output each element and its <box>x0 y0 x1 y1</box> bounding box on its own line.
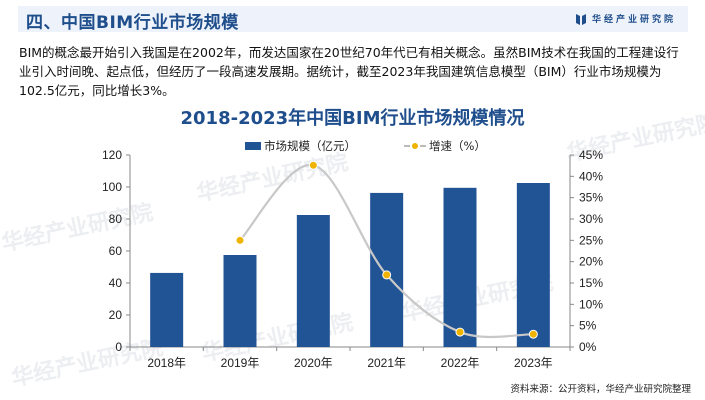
legend-label: 增速（%） <box>429 139 486 153</box>
x-tick-label: 2022年 <box>441 356 480 370</box>
bar <box>223 255 257 347</box>
right-tick-label: 40% <box>579 169 603 183</box>
right-tick-label: 10% <box>579 297 603 311</box>
section-title: 四、中国BIM行业市场规模 <box>26 13 239 33</box>
growth-line <box>239 164 534 339</box>
left-tick-label: 100 <box>102 180 122 194</box>
growth-marker <box>308 160 318 170</box>
left-tick-label: 40 <box>109 276 123 290</box>
right-tick-label: 30% <box>579 212 603 226</box>
growth-marker <box>528 329 538 339</box>
intro-paragraph: BIM的概念最开始引入我国是在2002年，而发达国家在20世纪70年代已有相关概… <box>19 45 679 98</box>
x-tick-label: 2018年 <box>147 356 186 370</box>
brand-logo-icon <box>575 13 586 25</box>
right-tick-label: 45% <box>579 148 603 162</box>
bar <box>370 192 404 347</box>
right-tick-label: 5% <box>579 319 597 333</box>
section-header: 四、中国BIM行业市场规模 华经产业研究院 <box>18 6 688 33</box>
brand-name: 华经产业研究院 <box>591 15 676 25</box>
line-marker-swatch-icon <box>404 141 426 151</box>
left-tick-label: 0 <box>115 340 122 354</box>
right-tick-label: 25% <box>579 233 603 247</box>
bar-swatch-icon <box>245 142 261 150</box>
right-tick-label: 15% <box>579 276 603 290</box>
legend-item-market-size: 市场规模（亿元） <box>245 138 356 154</box>
legend-label: 市场规模（亿元） <box>264 139 356 153</box>
bar <box>443 187 477 347</box>
x-tick-label: 2021年 <box>367 356 406 370</box>
bar <box>516 183 550 347</box>
right-tick-label: 20% <box>579 255 603 269</box>
right-tick-label: 35% <box>579 191 603 205</box>
x-tick-label: 2023年 <box>514 356 553 370</box>
left-tick-label: 20 <box>109 308 123 322</box>
growth-marker <box>382 270 392 280</box>
growth-marker <box>455 327 465 337</box>
brand: 华经产业研究院 <box>575 12 676 25</box>
chart-legend: 市场规模（亿元） 增速（%） <box>245 138 486 154</box>
source-note: 资料来源：公开资料，华经产业研究院整理 <box>510 384 691 395</box>
x-tick-label: 2019年 <box>221 356 260 370</box>
legend-item-growth: 增速（%） <box>404 138 486 154</box>
chart-title: 2018-2023年中国BIM行业市场规模情况 <box>180 108 525 129</box>
bar <box>150 272 184 347</box>
left-tick-label: 120 <box>102 148 122 162</box>
x-tick-label: 2020年 <box>294 356 333 370</box>
right-tick-label: 0% <box>579 340 597 354</box>
left-tick-label: 60 <box>109 244 123 258</box>
left-tick-label: 80 <box>109 212 123 226</box>
bar <box>296 215 330 347</box>
growth-marker <box>235 235 245 245</box>
